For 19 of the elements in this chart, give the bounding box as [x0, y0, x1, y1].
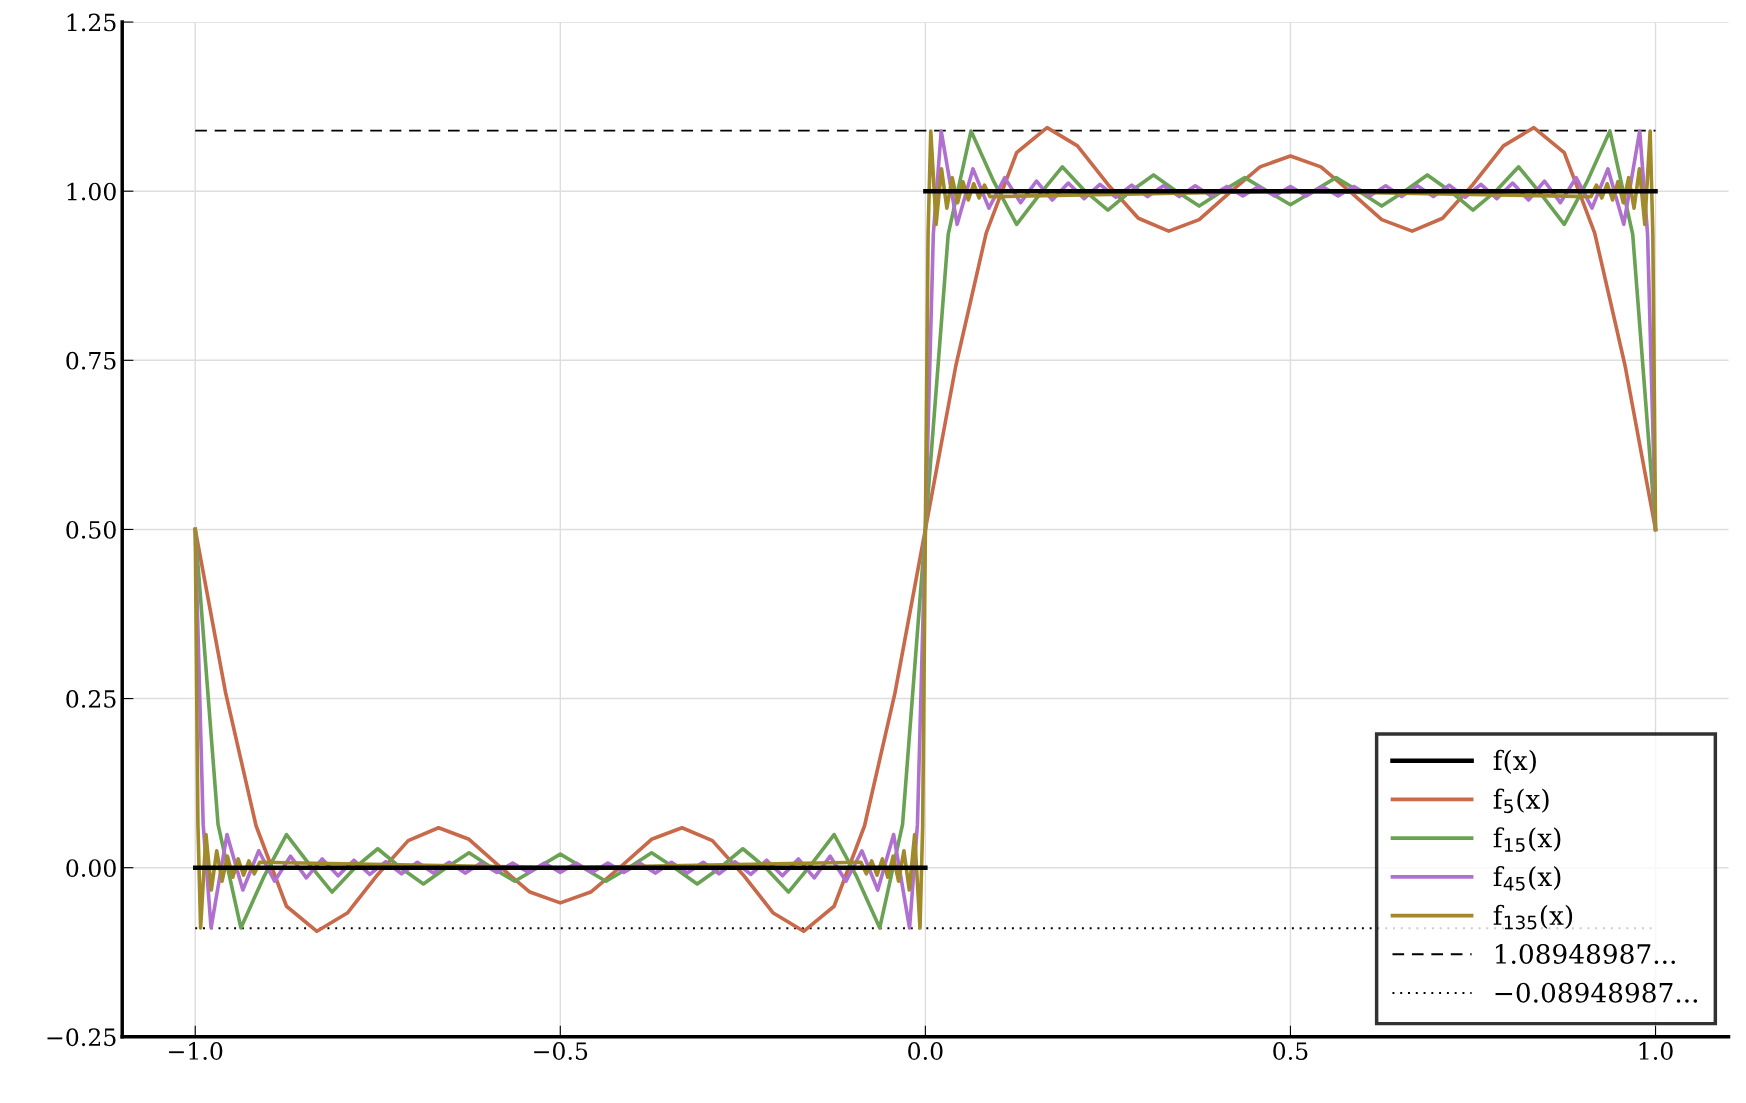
- x-tick-label: −0.5: [534, 1042, 588, 1060]
- legend-label: f$_{5}$(x): [1493, 788, 1549, 814]
- legend-label: f$_{15}$(x): [1493, 827, 1561, 852]
- y-tick-label: −0.25: [47, 1028, 116, 1047]
- y-tick-label: 0.50: [66, 520, 116, 539]
- x-tick-label: 0.0: [908, 1042, 943, 1060]
- x-tick-label: −1.0: [169, 1042, 223, 1060]
- legend-label: −0.08948987...: [1495, 982, 1698, 1003]
- y-tick-label: 0.00: [66, 859, 116, 877]
- y-tick-label: 0.25: [66, 690, 116, 708]
- legend-label: f(x): [1493, 749, 1536, 775]
- legend-label: f$_{135}$(x): [1493, 904, 1573, 930]
- y-tick-label: 1.00: [67, 182, 116, 201]
- x-tick-label: 0.5: [1273, 1042, 1308, 1060]
- legend-label: f$_{45}$(x): [1493, 866, 1561, 891]
- x-tick-label: 1.0: [1639, 1042, 1673, 1060]
- legend-label: 1.08948987...: [1495, 943, 1675, 964]
- y-tick-label: 1.25: [67, 13, 116, 32]
- y-tick-label: 0.75: [66, 351, 116, 370]
